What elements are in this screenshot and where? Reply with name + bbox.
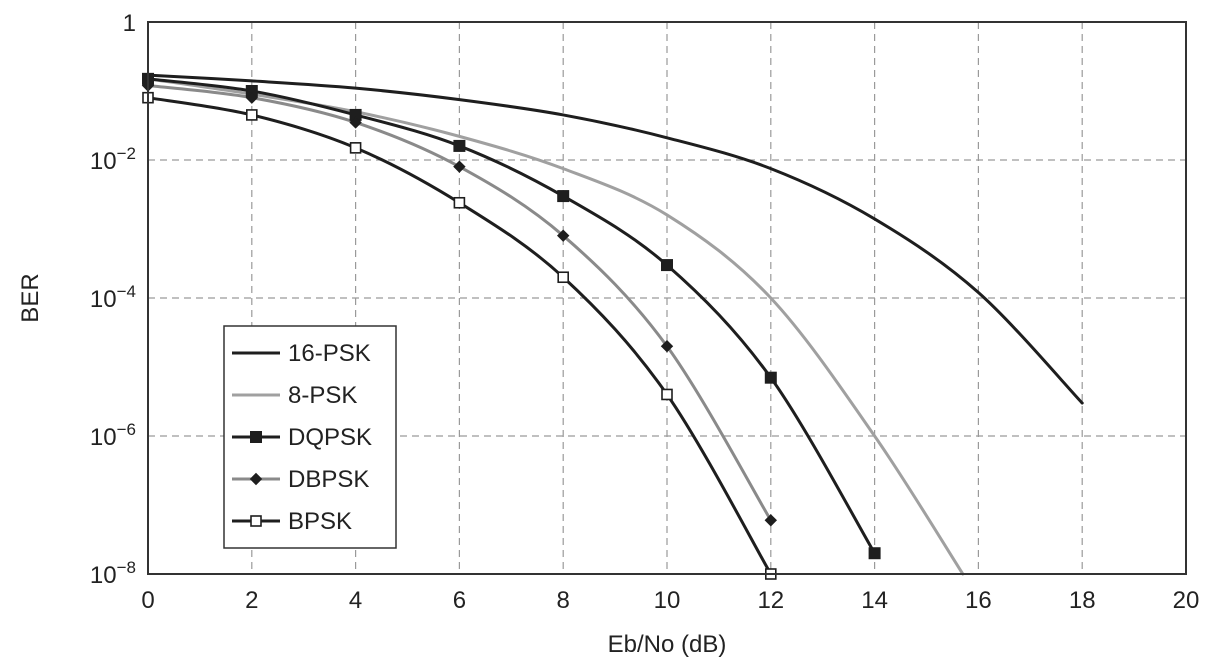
series-line-16-psk <box>146 73 1084 405</box>
legend-label-8-psk: 8-PSK <box>288 382 357 409</box>
legend: 16-PSK 8-PSK DQPSK DBPSK BPSK <box>223 325 397 549</box>
data-point-dbpsk <box>245 91 259 104</box>
x-tick-label: 6 <box>453 587 466 614</box>
legend-label-dbpsk: DBPSK <box>288 466 369 493</box>
data-point-dbpsk <box>453 160 466 173</box>
axis-ticks: 0 2 4 6 8 10 12 14 16 18 20 1 10−2 10−4 10−6 10−8 <box>90 10 1199 614</box>
x-tick-label: 4 <box>349 587 362 614</box>
legend-marker-bpsk <box>250 515 262 527</box>
legend-label-dqpsk: DQPSK <box>288 424 372 451</box>
x-tick-label: 16 <box>965 587 992 614</box>
x-tick-label: 20 <box>1173 587 1200 614</box>
legend-label-bpsk: BPSK <box>288 508 352 535</box>
data-point-dqpsk <box>868 547 881 560</box>
x-tick-label: 8 <box>557 587 570 614</box>
y-axis-label: BER <box>17 273 44 322</box>
y-tick-label: 10−8 <box>90 558 136 589</box>
data-point-dbpsk <box>349 116 362 129</box>
legend-marker-dqpsk <box>250 431 262 443</box>
x-tick-label: 12 <box>757 587 784 614</box>
x-tick-label: 10 <box>654 587 681 614</box>
data-point-bpsk <box>349 142 362 154</box>
y-tick-label: 1 <box>123 10 136 37</box>
plot-frame <box>147 21 1187 575</box>
legend-marker-dbpsk <box>249 472 263 486</box>
x-axis-label: Eb/No (dB) <box>608 631 727 658</box>
data-point-bpsk <box>246 109 258 121</box>
y-tick-label: 10−4 <box>90 282 136 313</box>
data-point-bpsk <box>557 271 570 284</box>
data-point-dqpsk <box>661 259 673 272</box>
legend-label-16-psk: 16-PSK <box>288 340 371 367</box>
data-point-dbpsk <box>764 514 778 527</box>
data-point-dbpsk <box>660 340 674 353</box>
x-tick-label: 18 <box>1069 587 1096 614</box>
y-tick-label: 10−2 <box>90 144 136 175</box>
data-point-bpsk <box>453 196 466 209</box>
x-tick-label: 14 <box>861 587 888 614</box>
data-point-dqpsk <box>764 371 777 384</box>
data-point-bpsk <box>661 388 673 401</box>
x-tick-label: 0 <box>141 587 154 614</box>
data-point-dbpsk <box>556 229 570 242</box>
x-tick-label: 2 <box>245 587 258 614</box>
y-tick-label: 10−6 <box>90 420 136 451</box>
data-point-dqpsk <box>557 190 570 203</box>
data-point-dqpsk <box>453 139 466 152</box>
